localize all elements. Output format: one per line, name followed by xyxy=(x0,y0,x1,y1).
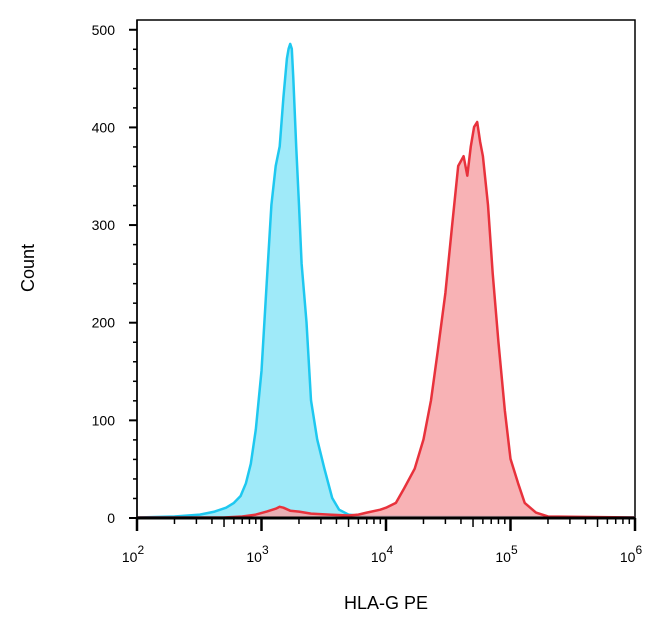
y-axis-title: Count xyxy=(18,244,38,292)
series-1-line xyxy=(136,42,636,519)
x-axis-title: HLA-G PE xyxy=(344,593,428,613)
y-tick-label: 0 xyxy=(107,510,115,526)
x-tick-label: 103 xyxy=(246,543,269,565)
series-1-area xyxy=(137,43,635,519)
y-tick-label: 500 xyxy=(92,22,116,38)
y-tick-label: 200 xyxy=(92,315,116,331)
x-tick-label: 104 xyxy=(371,543,394,565)
y-axis-ticks: 0 100 200 300 400 500 xyxy=(92,22,137,526)
x-axis-ticks: 102 103 104 105 106 xyxy=(122,518,643,565)
x-tick-label: 105 xyxy=(495,543,518,565)
plot-frame xyxy=(136,19,636,519)
y-tick-label: 300 xyxy=(92,217,116,233)
x-tick-label: 106 xyxy=(620,543,643,565)
series-2-line xyxy=(137,120,636,519)
x-tick-label: 102 xyxy=(122,543,145,565)
y-tick-label: 400 xyxy=(92,119,116,135)
y-tick-label: 100 xyxy=(92,412,116,428)
series-layer xyxy=(136,42,636,519)
